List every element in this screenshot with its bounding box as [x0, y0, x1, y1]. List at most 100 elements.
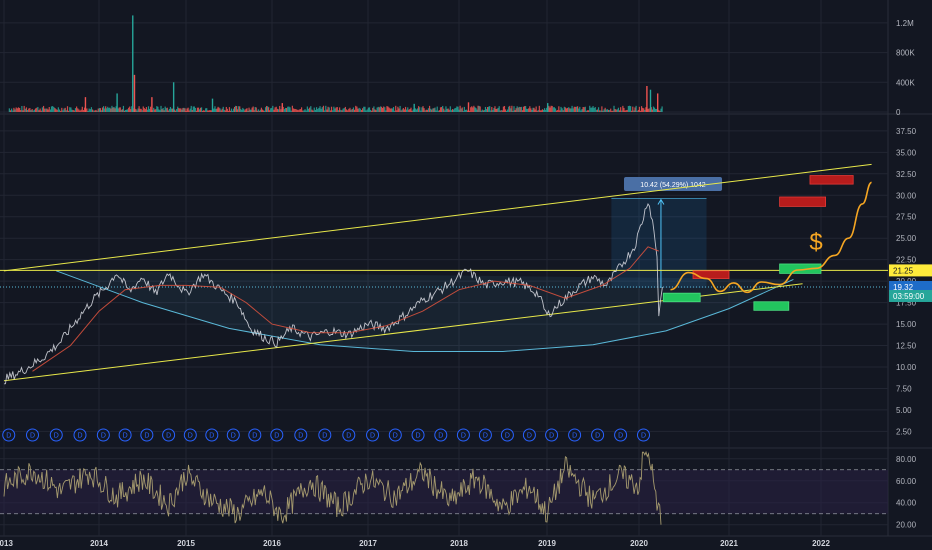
- volume-bar: [119, 107, 121, 112]
- volume-bar: [90, 107, 93, 112]
- dividend-marker[interactable]: [388, 428, 402, 442]
- dividend-marker[interactable]: [456, 428, 470, 442]
- volume-bar: [28, 108, 30, 112]
- volume-bar: [628, 105, 631, 112]
- volume-bar: [139, 108, 141, 112]
- dividend-marker[interactable]: [140, 428, 154, 442]
- dividend-marker[interactable]: [2, 428, 16, 442]
- volume-bar: [576, 106, 579, 112]
- dividend-marker[interactable]: [614, 428, 628, 442]
- target-box-red[interactable]: [692, 270, 730, 279]
- volume-bar: [248, 107, 250, 112]
- dividend-label: D: [252, 433, 257, 440]
- volume-bar: [414, 108, 416, 112]
- volume-bar: [244, 110, 246, 112]
- volume-bar: [538, 105, 540, 112]
- volume-bar: [94, 110, 96, 112]
- dividend-marker[interactable]: [637, 428, 650, 442]
- volume-tick-label: 400K: [896, 78, 915, 87]
- dividend-marker[interactable]: [248, 428, 262, 442]
- time-tick-label: 2019: [538, 539, 556, 548]
- volume-bar: [36, 107, 38, 112]
- dividend-marker[interactable]: [183, 428, 197, 442]
- dividend-marker[interactable]: [49, 428, 63, 442]
- volume-bar: [534, 109, 536, 112]
- volume-bar: [363, 106, 365, 112]
- dividend-marker[interactable]: [568, 428, 582, 442]
- volume-bar: [480, 110, 482, 112]
- volume-bar: [8, 108, 10, 112]
- volume-bar: [25, 107, 28, 112]
- volume-bar: [299, 109, 302, 112]
- volume-tick-label: 1.2M: [896, 19, 914, 28]
- target-box-green[interactable]: [753, 301, 790, 311]
- moving-average-line: [32, 246, 659, 372]
- dividend-marker[interactable]: [366, 428, 380, 442]
- volume-bar: [286, 107, 288, 112]
- dividend-marker[interactable]: [96, 428, 110, 442]
- volume-bar: [606, 109, 608, 112]
- dividend-marker[interactable]: [118, 428, 132, 442]
- dividend-marker[interactable]: [342, 428, 356, 442]
- volume-bar: [296, 109, 298, 112]
- volume-bar: [74, 108, 77, 112]
- volume-bar: [491, 107, 493, 112]
- price-tag-yellow[interactable]: [889, 264, 932, 277]
- volume-bar: [539, 110, 541, 112]
- target-box-red[interactable]: [809, 175, 854, 185]
- dividend-marker[interactable]: [478, 428, 492, 442]
- dividend-marker[interactable]: [318, 428, 332, 442]
- volume-bar: [50, 106, 53, 112]
- volume-bar: [599, 110, 601, 112]
- volume-bar: [556, 110, 558, 112]
- volume-bar: [520, 106, 522, 112]
- volume-bar: [408, 109, 410, 112]
- dividend-label: D: [298, 433, 303, 440]
- target-box-green[interactable]: [662, 292, 701, 303]
- volume-bar: [610, 108, 612, 112]
- volume-bar: [622, 105, 624, 112]
- volume-bar: [298, 109, 300, 112]
- volume-bar: [122, 105, 125, 112]
- dividend-marker[interactable]: [270, 428, 284, 442]
- volume-bar: [147, 106, 150, 112]
- dividend-marker[interactable]: [500, 428, 514, 442]
- volume-bar: [522, 106, 525, 112]
- price-tag-green[interactable]: [889, 289, 932, 302]
- volume-bar: [568, 107, 570, 112]
- dividend-label: D: [209, 433, 214, 440]
- volume-bar: [29, 108, 31, 112]
- price-tick-label: 27.50: [896, 213, 917, 222]
- volume-bar: [570, 108, 572, 112]
- volume-bar: [553, 107, 556, 112]
- volume-bar: [541, 109, 544, 112]
- dividend-marker[interactable]: [205, 428, 219, 442]
- volume-bar: [640, 106, 643, 112]
- target-box-red[interactable]: [779, 196, 826, 207]
- volume-bar: [631, 110, 633, 112]
- volume-bar: [473, 105, 475, 112]
- volume-bar: [651, 109, 653, 112]
- volume-bar: [86, 108, 88, 112]
- dividend-marker[interactable]: [591, 428, 605, 442]
- volume-bar: [238, 106, 240, 112]
- dividend-marker[interactable]: [522, 428, 536, 442]
- volume-bar: [639, 110, 642, 112]
- volume-bar: [317, 109, 319, 112]
- volume-bar: [440, 107, 443, 112]
- target-box-green[interactable]: [779, 263, 822, 274]
- dividend-marker[interactable]: [545, 428, 559, 442]
- dividend-marker[interactable]: [434, 428, 448, 442]
- dividend-marker[interactable]: [73, 428, 87, 442]
- dividend-marker[interactable]: [294, 428, 308, 442]
- time-axis[interactable]: 2013 2014 2015 2016 2017 2018 2019 2020 2021 2022: [0, 539, 830, 548]
- dividend-marker[interactable]: [411, 428, 425, 442]
- dividend-marker[interactable]: [162, 428, 176, 442]
- dividend-marker[interactable]: [226, 428, 240, 442]
- volume-bar: [116, 93, 118, 112]
- measure-label: 10.42 (54.29%) 1042: [640, 182, 705, 189]
- price-axis[interactable]: 37.50 35.00 32.50 30.00 27.50 25.00 22.50 20.00…: [889, 19, 932, 530]
- volume-bar: [476, 109, 478, 112]
- dividend-marker[interactable]: [26, 428, 39, 442]
